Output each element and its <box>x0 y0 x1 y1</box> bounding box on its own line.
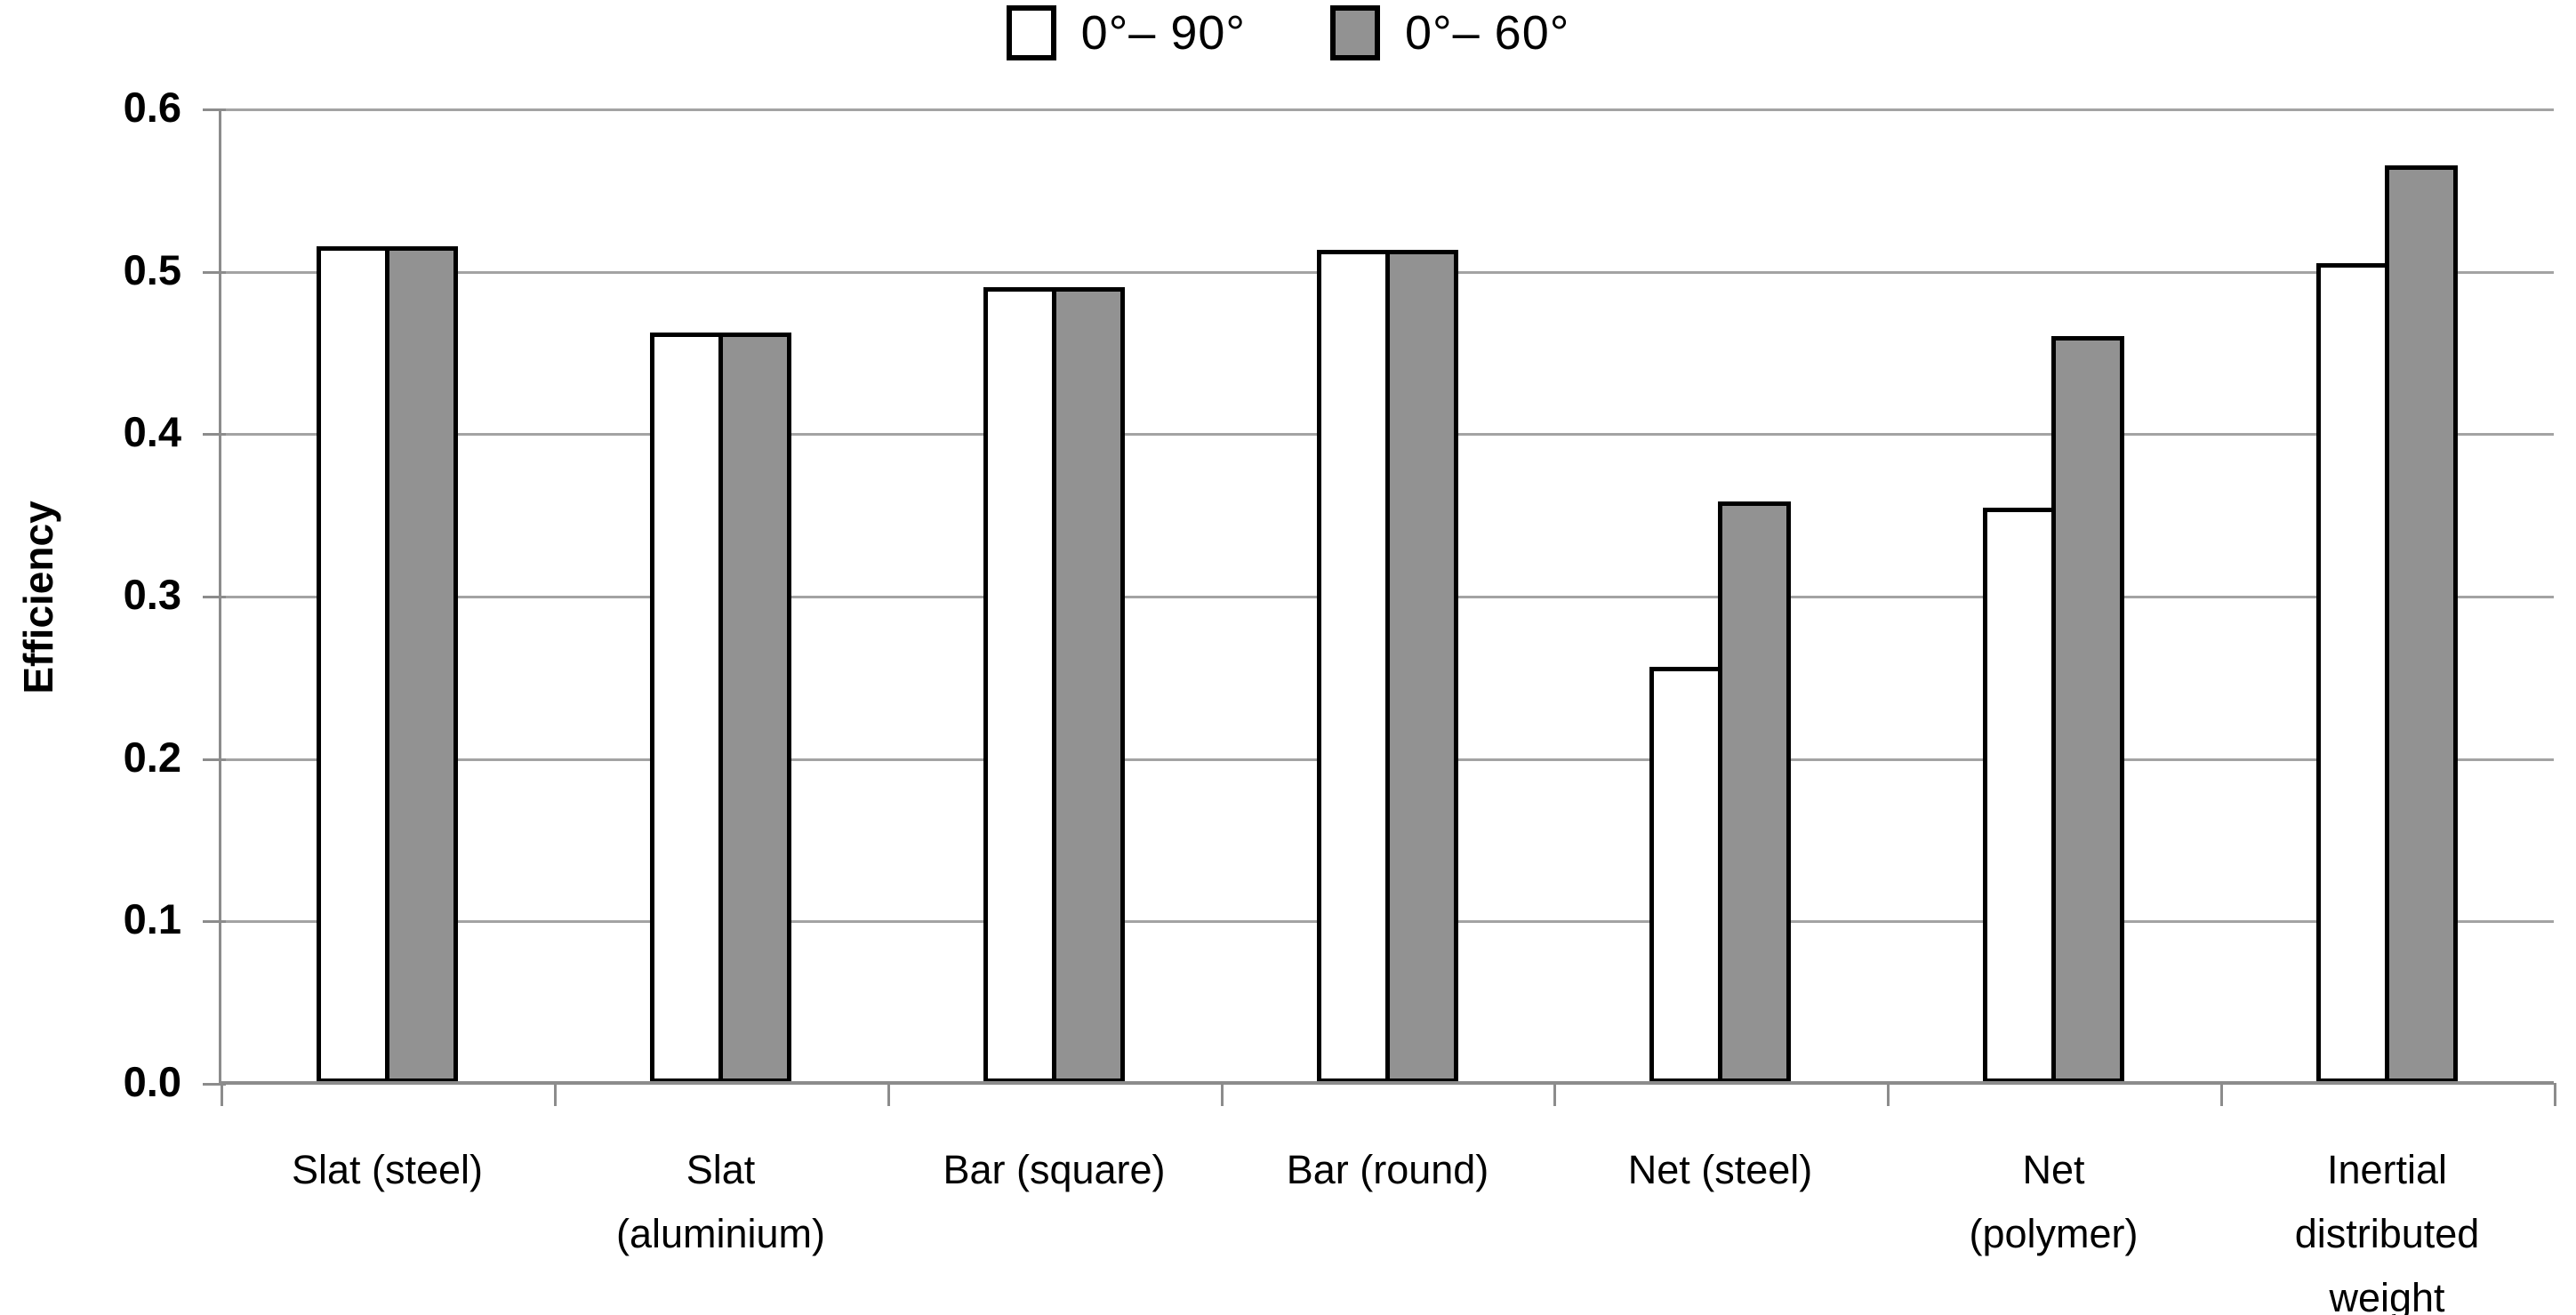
y-tick-mark-0.3 <box>203 596 226 598</box>
y-tick-mark-0.5 <box>203 271 226 274</box>
bar-0-60-net-steel- <box>1718 501 1791 1083</box>
x-tick-mark-7 <box>2554 1083 2556 1106</box>
x-tick-label-text: Net (steel) <box>1627 1147 1813 1192</box>
x-tick-label-text: Inertial distributed weight <box>2294 1147 2480 1315</box>
x-tick-label-7: Inertial distributed weight <box>2220 1138 2554 1315</box>
legend-swatch-icon <box>1006 5 1056 60</box>
x-tick-label-6: Net (polymer) <box>1887 1138 2220 1266</box>
x-axis-line <box>221 1081 2554 1085</box>
x-tick-label-text: Bar (square) <box>943 1147 1166 1192</box>
x-tick-label-3: Bar (square) <box>887 1138 1221 1202</box>
legend-item-1: 0°– 60° <box>1330 5 1569 60</box>
y-tick-mark-0.4 <box>203 433 226 436</box>
y-tick-label-0.0: 0.0 <box>123 1058 181 1105</box>
x-tick-label-text: Slat (steel) <box>291 1147 484 1192</box>
bar-0-90-net-polymer- <box>1983 508 2056 1083</box>
y-tick-label-0.4: 0.4 <box>123 408 181 455</box>
y-tick-label-0.6: 0.6 <box>123 84 181 131</box>
x-tick-mark-6 <box>2220 1083 2223 1106</box>
y-tick-label-0.5: 0.5 <box>123 246 181 293</box>
x-tick-mark-3 <box>1221 1083 1224 1106</box>
bar-0-90-slat-steel- <box>317 246 389 1083</box>
bar-group-5 <box>1553 108 1887 1083</box>
bar-0-90-net-steel- <box>1649 667 1722 1083</box>
bar-group-6 <box>1887 108 2220 1083</box>
x-tick-label-2: Slat (aluminium) <box>554 1138 887 1266</box>
y-tick-mark-0.1 <box>203 920 226 923</box>
x-tick-mark-5 <box>1887 1083 1890 1106</box>
bar-0-60-bar-round- <box>1385 249 1458 1083</box>
bar-0-90-bar-square- <box>983 286 1056 1083</box>
bar-group-1 <box>221 108 554 1083</box>
x-tick-label-text: Net (polymer) <box>1969 1147 2139 1256</box>
x-tick-mark-4 <box>1553 1083 1556 1106</box>
plot-area <box>221 108 2554 1083</box>
y-tick-mark-0.2 <box>203 758 226 761</box>
bar-group-4 <box>1221 108 1554 1083</box>
bar-group-7 <box>2220 108 2554 1083</box>
y-tick-label-0.1: 0.1 <box>123 895 181 942</box>
y-tick-label-0.2: 0.2 <box>123 734 181 781</box>
legend-label: 0°– 90° <box>1080 6 1246 60</box>
bar-0-60-slat-steel- <box>385 246 458 1083</box>
x-tick-label-5: Net (steel) <box>1553 1138 1887 1202</box>
x-tick-mark-2 <box>887 1083 890 1106</box>
x-tick-label-text: Slat (aluminium) <box>615 1147 826 1256</box>
bar-group-3 <box>887 108 1221 1083</box>
x-tick-mark-1 <box>554 1083 557 1106</box>
y-tick-mark-0.0 <box>203 1083 226 1086</box>
x-tick-label-text: Bar (round) <box>1286 1147 1489 1192</box>
bar-0-60-inertial-distributed-weight <box>2385 164 2458 1083</box>
x-tick-mark-0 <box>221 1083 223 1106</box>
bar-group-2 <box>554 108 887 1083</box>
bar-0-60-bar-square- <box>1052 286 1125 1083</box>
bar-0-60-net-polymer- <box>2051 335 2124 1083</box>
legend-item-0: 0°– 90° <box>1006 5 1246 60</box>
bar-0-90-inertial-distributed-weight <box>2316 262 2389 1083</box>
x-tick-label-4: Bar (round) <box>1221 1138 1554 1202</box>
bar-0-90-bar-round- <box>1317 249 1390 1083</box>
legend: 0°– 90° 0°– 60° <box>0 5 2576 60</box>
legend-label: 0°– 60° <box>1405 6 1570 60</box>
legend-swatch-icon <box>1330 5 1380 60</box>
gridline-0.6 <box>221 108 2554 111</box>
y-tick-mark-0.6 <box>203 108 226 111</box>
bar-0-90-slat-aluminium- <box>650 333 723 1083</box>
bar-0-60-slat-aluminium- <box>718 333 791 1083</box>
x-tick-label-1: Slat (steel) <box>221 1138 554 1202</box>
y-tick-label-0.3: 0.3 <box>123 571 181 618</box>
